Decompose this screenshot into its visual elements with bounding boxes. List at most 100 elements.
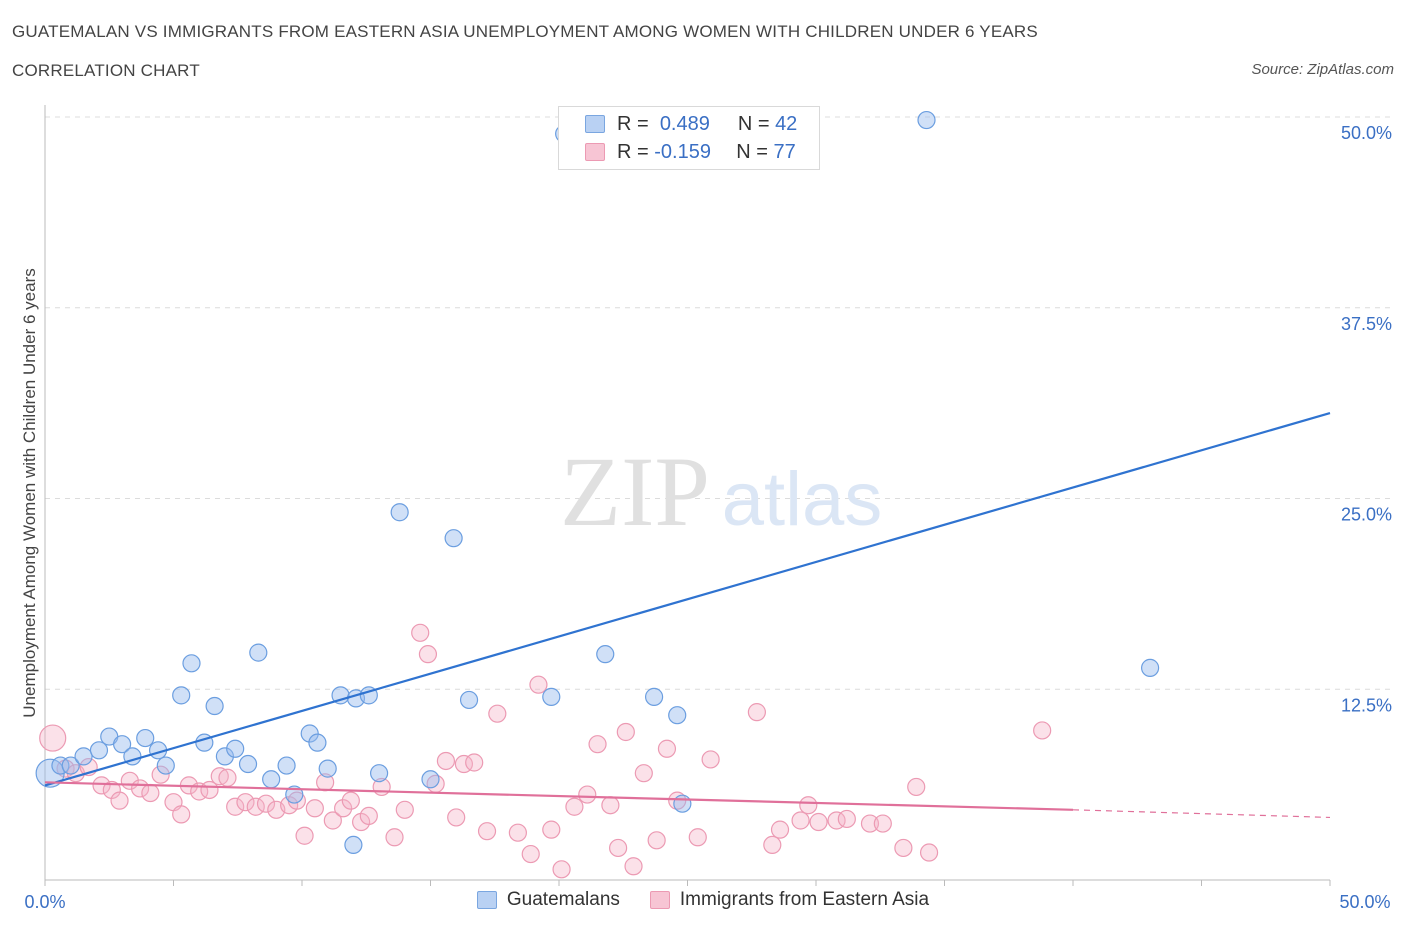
point-eastern-asia <box>578 785 597 804</box>
point-eastern-asia <box>323 811 342 830</box>
point-eastern-asia <box>552 860 571 879</box>
point-eastern-asia <box>477 822 497 841</box>
y-tick-label: 37.5% <box>1341 314 1392 334</box>
legend-label: Guatemalans <box>506 889 620 910</box>
point-eastern-asia <box>110 791 129 810</box>
point-eastern-asia <box>341 791 360 810</box>
point-eastern-asia <box>542 820 561 839</box>
stats-legend: R = 0.489 N = 42 R = -0.159 N = 77 <box>558 106 820 170</box>
point-guatemalans <box>89 741 109 760</box>
n-value: 77 <box>773 140 796 163</box>
point-eastern-asia <box>747 703 766 722</box>
point-eastern-asia <box>588 735 607 754</box>
point-eastern-asia <box>92 776 111 795</box>
point-eastern-asia <box>246 797 265 816</box>
n-label: N = <box>737 112 770 135</box>
point-eastern-asia <box>151 765 170 784</box>
point-eastern-asia <box>334 799 353 818</box>
point-eastern-asia <box>418 645 438 664</box>
point-eastern-asia <box>295 826 314 845</box>
point-guatemalans <box>262 770 281 789</box>
point-eastern-asia <box>1033 721 1052 740</box>
point-guatemalans <box>205 696 224 716</box>
r-value: -0.159 <box>654 140 711 163</box>
point-eastern-asia <box>647 831 666 850</box>
point-eastern-asia <box>39 724 67 752</box>
point-eastern-asia <box>488 704 507 723</box>
legend-swatch-pink <box>649 891 670 909</box>
point-guatemalans <box>370 764 389 783</box>
x-tick-label: 0.0% <box>24 892 65 912</box>
data-points <box>35 110 1160 879</box>
grid-lines <box>45 116 1390 690</box>
point-eastern-asia <box>529 675 548 694</box>
point-eastern-asia <box>601 796 620 815</box>
chart-subtitle: CORRELATION CHART <box>12 61 200 80</box>
point-eastern-asia <box>791 811 810 830</box>
trend-line-guatemalans <box>44 411 1331 787</box>
axes: 12.5% 25.0% 37.5% 50.0% 0.0% 50.0% <box>24 105 1392 912</box>
point-eastern-asia <box>508 823 527 842</box>
point-guatemalans <box>318 759 337 778</box>
point-guatemalans <box>459 690 479 710</box>
legend-item-guatemalans[interactable]: Guatemalans <box>476 889 620 911</box>
y-axis-label: Unemployment Among Women with Children U… <box>20 268 39 717</box>
point-eastern-asia <box>521 844 540 864</box>
point-guatemalans <box>673 794 692 813</box>
point-eastern-asia <box>919 843 939 862</box>
point-eastern-asia <box>447 808 466 827</box>
point-guatemalans <box>74 747 93 766</box>
point-guatemalans <box>51 756 70 775</box>
point-guatemalans <box>226 739 245 758</box>
legend-row-eastern-asia: R = -0.159 N = 77 <box>585 140 796 164</box>
point-eastern-asia <box>894 838 913 858</box>
r-label: R = <box>617 140 649 163</box>
point-guatemalans <box>182 654 201 673</box>
point-guatemalans <box>308 733 327 752</box>
point-guatemalans <box>277 756 296 775</box>
r-label: R = <box>617 112 649 135</box>
point-eastern-asia <box>465 753 484 772</box>
point-eastern-asia <box>763 835 782 855</box>
point-guatemalans <box>421 770 440 789</box>
legend-row-guatemalans: R = 0.489 N = 42 <box>585 112 797 136</box>
legend-swatch-pink <box>585 143 605 161</box>
point-eastern-asia <box>634 764 653 783</box>
point-guatemalans <box>285 785 304 804</box>
point-eastern-asia <box>668 791 687 810</box>
point-guatemalans <box>542 687 561 706</box>
legend-label: Immigrants from Eastern Asia <box>679 889 930 910</box>
point-guatemalans <box>156 756 175 775</box>
point-guatemalans <box>444 529 463 548</box>
point-eastern-asia <box>210 767 229 786</box>
point-guatemalans <box>172 686 191 705</box>
legend-swatch-blue <box>585 115 605 133</box>
watermark-atlas: atlas <box>722 457 883 542</box>
legend-item-eastern-asia[interactable]: Immigrants from Eastern Asia <box>649 889 930 911</box>
point-eastern-asia <box>359 806 378 826</box>
point-eastern-asia <box>873 814 892 833</box>
y-tick-label: 25.0% <box>1341 505 1392 525</box>
point-eastern-asia <box>226 797 245 816</box>
point-eastern-asia <box>770 820 790 839</box>
point-eastern-asia <box>565 797 584 816</box>
point-eastern-asia <box>236 793 255 812</box>
n-value: 42 <box>775 112 798 135</box>
point-eastern-asia <box>809 812 828 832</box>
point-eastern-asia <box>305 799 324 818</box>
point-guatemalans <box>344 835 363 855</box>
trend-line-eastern-asia-extension <box>1072 809 1331 819</box>
trend-lines <box>44 411 1331 819</box>
point-eastern-asia <box>907 777 926 797</box>
point-guatemalans <box>238 754 258 774</box>
point-eastern-asia <box>799 796 818 815</box>
point-guatemalans <box>215 747 234 766</box>
point-guatemalans <box>300 724 319 743</box>
point-guatemalans <box>1140 658 1160 677</box>
watermark: ZIP atlas <box>560 436 882 547</box>
point-guatemalans <box>136 728 155 748</box>
point-eastern-asia <box>256 794 276 813</box>
point-eastern-asia <box>436 751 456 771</box>
point-eastern-asia <box>172 805 191 824</box>
